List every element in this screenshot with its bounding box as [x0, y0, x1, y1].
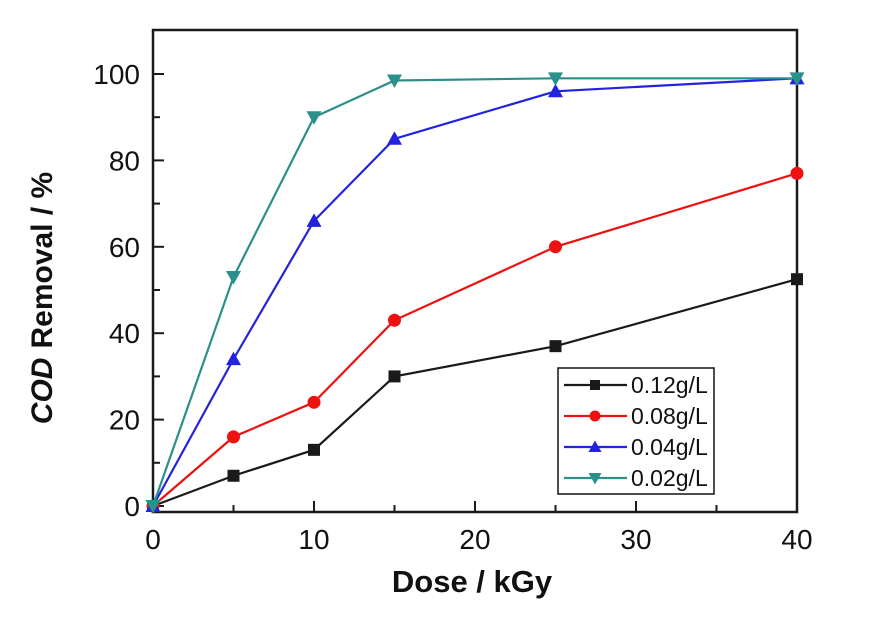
series-line-0.04g/L: [152, 77, 798, 507]
plot-frame-box: [151, 28, 799, 514]
series-line-0.02g/L: [151, 77, 797, 507]
series-marker-0.08g/L: [790, 166, 804, 180]
y-axis-title: COD Removal / %: [26, 172, 59, 424]
x-tick-label: 40: [781, 524, 812, 555]
series-marker-0.12g/L: [549, 340, 562, 353]
legend-label-0.12g/L: 0.12g/L: [631, 372, 708, 398]
x-tick-label: 10: [298, 524, 329, 555]
legend-box: [557, 367, 715, 495]
legend-marker-0.12g/L: [590, 380, 600, 390]
y-axis-title-italic: COD: [26, 358, 59, 425]
legend-marker-0.08g/L: [589, 410, 601, 422]
series-marker-0.04g/L: [306, 213, 322, 227]
y-tick-label: 40: [109, 318, 140, 349]
y-tick-label: 0: [124, 491, 140, 522]
legend: 0.12g/L 0.08g/L 0.04g/L 0.02g/L: [557, 367, 715, 495]
series-marker-0.02g/L: [145, 500, 161, 514]
series-line-0.12g/L: [152, 278, 798, 508]
series-marker-0.08g/L: [227, 430, 240, 444]
series-marker-0.12g/L: [388, 370, 401, 383]
legend-marker-0.02g/L: [588, 473, 602, 485]
x-axis-title: Dose / kGy: [392, 564, 553, 599]
series-marker-0.02g/L: [548, 72, 563, 86]
legend-label-0.04g/L: 0.04g/L: [631, 434, 708, 460]
series-line-0.08g/L: [152, 172, 798, 507]
series-marker-0.08g/L: [388, 313, 401, 327]
series-marker-0.12g/L: [308, 443, 320, 456]
plot-frame: [151, 28, 799, 514]
series-marker-0.02g/L: [789, 72, 805, 86]
y-tick-label: 100: [93, 59, 140, 90]
series-marker-0.12g/L: [227, 469, 240, 482]
x-tick-label: 30: [620, 524, 651, 555]
series-marker-0.02g/L: [387, 74, 402, 88]
series-marker-0.08g/L: [307, 395, 321, 409]
x-tick-label: 0: [145, 524, 161, 555]
series-marker-0.04g/L: [548, 83, 563, 98]
y-tick-label: 20: [109, 405, 140, 436]
series-marker-0.02g/L: [306, 111, 322, 125]
series-marker-0.12g/L: [791, 273, 803, 286]
x-tick-label: 20: [459, 524, 490, 555]
series-marker-0.02g/L: [226, 271, 241, 285]
y-tick-label: 60: [109, 232, 140, 263]
series-marker-0.08g/L: [549, 240, 562, 254]
series-marker-0.04g/L: [226, 351, 241, 366]
legend-label-0.08g/L: 0.08g/L: [631, 403, 708, 429]
legend-marker-0.04g/L: [588, 440, 602, 452]
series-marker-0.04g/L: [387, 131, 402, 145]
axis-tick-labels: 0 10 20 30 40 0 20 40 60 80 100: [93, 59, 812, 555]
legend-label-0.02g/L: 0.02g/L: [631, 465, 708, 491]
data-series: [145, 70, 805, 514]
y-tick-label: 80: [109, 145, 140, 176]
y-axis-title-regular: Removal / %: [26, 172, 59, 349]
